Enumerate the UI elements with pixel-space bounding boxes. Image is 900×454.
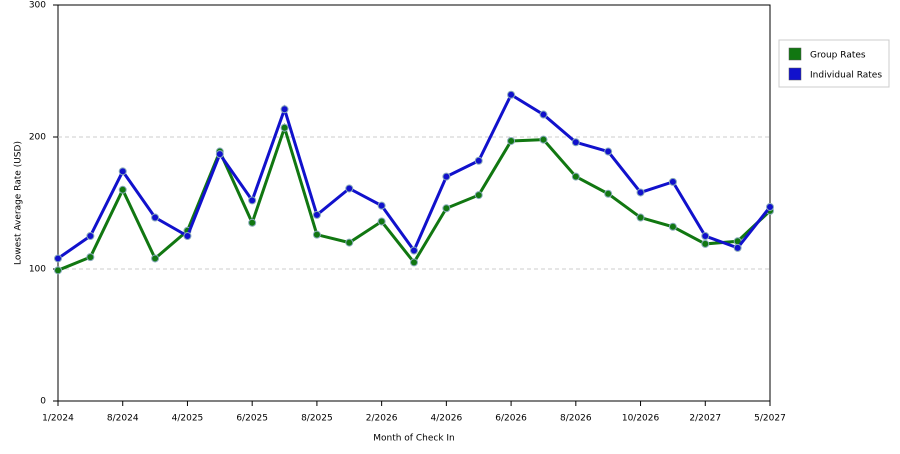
x-axis-label: Month of Check In bbox=[373, 434, 455, 444]
data-point bbox=[54, 266, 62, 275]
data-point bbox=[410, 246, 418, 255]
data-point bbox=[151, 254, 160, 263]
data-point bbox=[183, 232, 192, 240]
data-point bbox=[86, 253, 95, 262]
data-point bbox=[86, 232, 95, 240]
data-point bbox=[539, 135, 548, 144]
data-point bbox=[151, 213, 160, 222]
data-point bbox=[766, 202, 774, 211]
data-point bbox=[571, 138, 580, 147]
data-point bbox=[248, 196, 257, 205]
data-point bbox=[312, 210, 321, 219]
data-point bbox=[280, 123, 289, 132]
data-point bbox=[474, 156, 483, 165]
x-tick-label: 4/2025 bbox=[172, 414, 204, 424]
data-point bbox=[280, 105, 289, 114]
y-tick-label: 200 bbox=[29, 133, 46, 143]
data-point bbox=[701, 239, 710, 248]
y-axis-label: Lowest Average Rate (USD) bbox=[14, 141, 24, 265]
data-point bbox=[248, 218, 257, 227]
data-point bbox=[312, 230, 321, 239]
y-tick-label: 100 bbox=[29, 265, 46, 275]
x-tick-label: 6/2026 bbox=[495, 414, 527, 424]
x-tick-label: 4/2026 bbox=[431, 414, 463, 424]
data-point bbox=[604, 189, 613, 198]
data-point bbox=[118, 167, 127, 176]
legend-swatch bbox=[788, 67, 802, 81]
x-tick-label: 2/2027 bbox=[689, 414, 721, 424]
data-point bbox=[668, 177, 677, 186]
legend-label: Group Rates bbox=[810, 51, 866, 61]
data-point bbox=[604, 147, 613, 156]
data-point bbox=[215, 150, 224, 159]
x-tick-label: 6/2025 bbox=[236, 414, 268, 424]
data-point bbox=[507, 136, 516, 145]
x-tick-label: 8/2024 bbox=[107, 414, 139, 424]
data-point bbox=[733, 243, 742, 252]
x-tick-label: 2/2026 bbox=[366, 414, 398, 424]
data-point bbox=[636, 188, 645, 197]
data-point bbox=[377, 201, 386, 210]
x-tick-label: 10/2026 bbox=[622, 414, 660, 424]
data-point bbox=[345, 238, 354, 247]
data-point bbox=[701, 232, 710, 240]
y-tick-label: 0 bbox=[40, 397, 46, 407]
data-point bbox=[410, 258, 418, 267]
data-point bbox=[118, 185, 127, 194]
y-tick-label: 300 bbox=[29, 1, 46, 11]
data-point bbox=[507, 90, 516, 99]
data-point bbox=[474, 191, 483, 200]
x-tick-label: 8/2025 bbox=[301, 414, 333, 424]
data-point bbox=[377, 217, 386, 226]
data-point bbox=[571, 172, 580, 181]
x-tick-label: 1/2024 bbox=[42, 414, 74, 424]
data-point bbox=[345, 184, 354, 193]
x-tick-label: 8/2026 bbox=[560, 414, 592, 424]
data-point bbox=[539, 110, 548, 119]
data-point bbox=[442, 172, 451, 181]
data-point bbox=[636, 213, 645, 222]
legend-label: Individual Rates bbox=[810, 71, 882, 81]
data-point bbox=[54, 254, 62, 263]
data-point bbox=[668, 222, 677, 231]
x-tick-label: 5/2027 bbox=[754, 414, 786, 424]
legend-swatch bbox=[788, 47, 802, 61]
data-point bbox=[442, 204, 451, 213]
